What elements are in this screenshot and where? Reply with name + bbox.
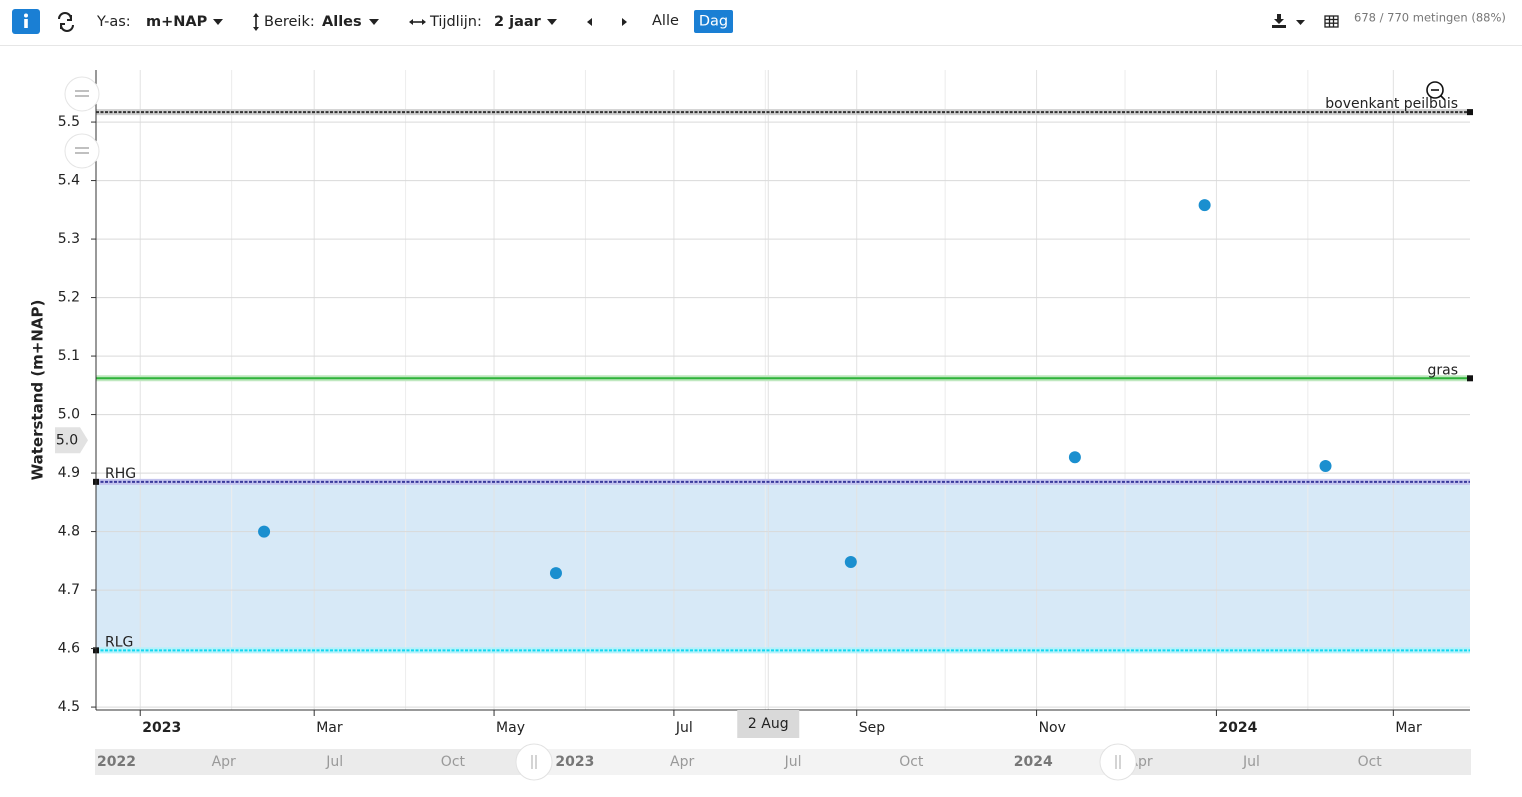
- hover-x-box: [737, 710, 800, 738]
- y-tick-label: 4.7: [58, 582, 80, 598]
- data-point: [258, 525, 271, 538]
- refresh-button[interactable]: [58, 12, 74, 32]
- data-point: [1198, 199, 1211, 212]
- hover-y-box: [55, 427, 88, 454]
- zoom-handle[interactable]: [64, 76, 100, 112]
- caret[interactable]: [547, 19, 557, 25]
- navigator-label: Apr: [670, 754, 694, 770]
- x-tick-label: 2023: [142, 720, 181, 736]
- day-button[interactable]: Dag: [699, 14, 728, 30]
- hover-y-label: 5.0: [56, 432, 78, 448]
- navigator-label: Jul: [784, 754, 802, 770]
- timeline-value[interactable]: 2 jaar: [494, 14, 542, 30]
- timeline-icon: [409, 19, 426, 25]
- y-tick-label: 5.5: [58, 114, 80, 130]
- zoom-out-button[interactable]: [1426, 81, 1446, 101]
- timeline-label: Tijdlijn:: [429, 14, 482, 30]
- handle-circle: [1099, 743, 1137, 781]
- zoom-handle[interactable]: [64, 133, 100, 169]
- next-button[interactable]: [622, 18, 627, 26]
- data-point: [1068, 451, 1081, 464]
- caret[interactable]: [213, 19, 223, 25]
- hover-x-label: 2 Aug: [748, 716, 789, 732]
- x-tick-label: Sep: [859, 720, 886, 736]
- measurement-count: 678 / 770 metingen (88%): [1354, 11, 1506, 25]
- all-button[interactable]: Alle: [652, 13, 679, 29]
- data-point: [549, 567, 562, 580]
- reference-label: bovenkant peilbuis: [1325, 96, 1458, 112]
- navigator: 2022 Apr Jul Oct 2023 Apr Jul Oct 2024 Apr Jul Oct: [95, 743, 1471, 781]
- y-tick-label: 5.0: [58, 407, 80, 423]
- previous-button[interactable]: [587, 18, 592, 26]
- data-point: [1319, 460, 1332, 473]
- navigator-handle[interactable]: [1099, 743, 1137, 781]
- navigator-label: Apr: [212, 754, 236, 770]
- y-tick-label: 4.9: [58, 465, 80, 481]
- navigator-label: Oct: [1358, 754, 1383, 770]
- range-value[interactable]: Alles: [322, 14, 362, 30]
- table-button[interactable]: [1324, 15, 1339, 28]
- reference-label: RLG: [105, 634, 133, 650]
- y-tick-label: 4.8: [58, 524, 80, 540]
- download-button[interactable]: [1272, 14, 1305, 28]
- reference-marker: [1467, 375, 1473, 382]
- y-axis-label: Y-as:: [96, 14, 131, 30]
- navigator-label: Jul: [325, 754, 343, 770]
- y-axis-value[interactable]: m+NAP: [146, 14, 208, 30]
- navigator-label: 2023: [555, 754, 594, 770]
- y-tick-label: 5.4: [58, 173, 80, 189]
- reference-label: RHG: [105, 466, 136, 482]
- x-tick-label: 2024: [1218, 720, 1257, 736]
- y-tick-label: 5.2: [58, 290, 80, 306]
- x-tick-label: May: [496, 720, 525, 736]
- navigator-label: Jul: [1242, 754, 1260, 770]
- plot: bovenkant peilbuis gras RHG RLG 4.5 4.6 4.7 4.8…: [55, 70, 1473, 738]
- handle-circle: [515, 743, 553, 781]
- reference-label: gras: [1427, 362, 1458, 378]
- x-tick-label: Nov: [1039, 720, 1066, 736]
- navigator-label: 2024: [1014, 754, 1053, 770]
- navigator-handle[interactable]: [515, 743, 553, 781]
- caret[interactable]: [369, 19, 379, 25]
- navigator-label: Oct: [899, 754, 924, 770]
- info-icon: [24, 13, 28, 18]
- y-axis-title: Waterstand (m+NAP): [29, 300, 47, 481]
- y-tick-label: 5.3: [58, 231, 80, 247]
- range-label: Bereik:: [264, 14, 315, 30]
- y-tick-label: 5.1: [58, 348, 80, 364]
- navigator-label: Oct: [441, 754, 466, 770]
- info-icon: [24, 19, 28, 28]
- x-tick-label: Mar: [316, 720, 343, 736]
- navigator-selection[interactable]: [534, 749, 1118, 775]
- y-tick-label: 4.5: [58, 699, 80, 715]
- data-point: [844, 555, 857, 568]
- x-tick-label: Mar: [1395, 720, 1422, 736]
- reference-marker: [1467, 109, 1473, 116]
- day-button-bg[interactable]: [694, 10, 733, 33]
- x-tick-label: Jul: [675, 720, 693, 736]
- navigator-label: 2022: [97, 754, 136, 770]
- y-tick-label: 4.6: [58, 641, 80, 657]
- toolbar: Y-as: m+NAP Bereik: Alles Tijdlijn: 2 ja…: [0, 9, 1522, 46]
- band: [96, 481, 1470, 651]
- range-icon: [253, 13, 259, 31]
